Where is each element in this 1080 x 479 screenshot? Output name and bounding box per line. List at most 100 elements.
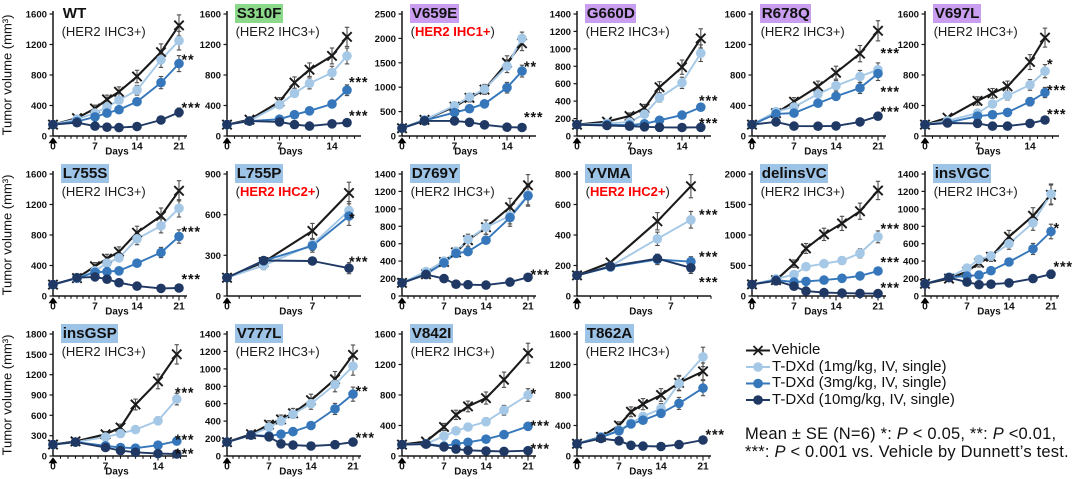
svg-text:14: 14 — [1024, 141, 1036, 152]
svg-text:1000: 1000 — [725, 231, 746, 242]
svg-text:21: 21 — [173, 301, 185, 312]
svg-text:14: 14 — [676, 141, 688, 152]
svg-text:7: 7 — [92, 141, 98, 152]
svg-text:Days: Days — [105, 307, 129, 318]
svg-text:14: 14 — [131, 141, 143, 152]
svg-text:7: 7 — [668, 301, 674, 312]
svg-text:Days: Days — [279, 147, 303, 158]
svg-text:0: 0 — [749, 301, 755, 312]
svg-text:0: 0 — [922, 141, 928, 152]
svg-text:2000: 2000 — [375, 34, 396, 45]
svg-text:0: 0 — [566, 132, 571, 143]
svg-text:0: 0 — [216, 292, 221, 303]
svg-text:0: 0 — [42, 452, 47, 463]
svg-text:Days: Days — [977, 307, 1001, 318]
svg-text:400: 400 — [31, 261, 47, 272]
svg-text:900: 900 — [205, 170, 221, 181]
svg-text:600: 600 — [555, 79, 571, 90]
svg-text:0: 0 — [391, 132, 396, 143]
svg-text:***: *** — [175, 447, 194, 463]
svg-text:1600: 1600 — [26, 170, 47, 181]
svg-text:800: 800 — [31, 231, 47, 242]
svg-text:600: 600 — [555, 200, 571, 211]
svg-text:0: 0 — [391, 452, 396, 463]
svg-text:***: *** — [1047, 83, 1066, 99]
svg-text:600: 600 — [205, 399, 221, 410]
svg-text:***: *** — [349, 75, 368, 91]
svg-text:1600: 1600 — [26, 10, 47, 21]
svg-text:Days: Days — [804, 307, 828, 318]
svg-text:***: *** — [531, 267, 550, 283]
svg-text:***: *** — [699, 207, 718, 223]
svg-text:14: 14 — [501, 141, 513, 152]
svg-text:800: 800 — [380, 222, 396, 233]
svg-text:800: 800 — [380, 391, 396, 402]
svg-text:21: 21 — [347, 461, 359, 472]
svg-text:***: *** — [531, 441, 550, 457]
svg-text:0: 0 — [741, 292, 746, 303]
svg-text:200: 200 — [380, 274, 396, 285]
svg-text:Days: Days — [279, 307, 303, 318]
svg-text:0: 0 — [399, 461, 405, 472]
svg-text:200: 200 — [555, 261, 571, 272]
svg-text:*: * — [531, 386, 537, 402]
svg-text:***: *** — [356, 431, 375, 447]
svg-text:200: 200 — [555, 114, 571, 125]
svg-text:800: 800 — [205, 71, 221, 82]
svg-text:300: 300 — [31, 431, 47, 442]
svg-text:2000: 2000 — [725, 170, 746, 181]
svg-text:7: 7 — [964, 301, 970, 312]
svg-text:21: 21 — [522, 301, 534, 312]
svg-text:Days: Days — [629, 467, 653, 478]
svg-text:0: 0 — [399, 301, 405, 312]
svg-text:***: *** — [706, 428, 725, 444]
svg-text:1000: 1000 — [375, 204, 396, 215]
svg-text:0: 0 — [216, 452, 221, 463]
svg-text:600: 600 — [903, 239, 919, 250]
svg-text:***: *** — [531, 418, 550, 434]
svg-text:7: 7 — [791, 301, 797, 312]
svg-text:1200: 1200 — [898, 187, 919, 198]
svg-text:0: 0 — [224, 141, 230, 152]
svg-text:800: 800 — [555, 391, 571, 402]
svg-text:**: ** — [182, 53, 195, 69]
svg-text:21: 21 — [872, 141, 884, 152]
svg-text:Tumor volume (mm³): Tumor volume (mm³) — [0, 15, 15, 136]
svg-text:400: 400 — [380, 421, 396, 432]
svg-text:14: 14 — [480, 461, 492, 472]
svg-text:***: *** — [699, 93, 718, 109]
svg-text:0: 0 — [574, 461, 580, 472]
svg-text:1500: 1500 — [375, 58, 396, 69]
svg-text:***: *** — [175, 386, 194, 402]
svg-text:1200: 1200 — [550, 27, 571, 38]
svg-text:800: 800 — [205, 382, 221, 393]
svg-text:400: 400 — [205, 101, 221, 112]
svg-text:1600: 1600 — [898, 10, 919, 21]
svg-text:Tumor volume (mm³): Tumor volume (mm³) — [0, 335, 15, 456]
svg-text:7: 7 — [452, 141, 458, 152]
svg-text:1000: 1000 — [200, 364, 221, 375]
svg-text:***: *** — [182, 101, 201, 117]
svg-text:**: ** — [356, 384, 369, 400]
svg-text:14: 14 — [830, 141, 842, 152]
svg-text:***: *** — [699, 275, 718, 291]
svg-text:Days: Days — [454, 467, 478, 478]
svg-text:Tumor volume (mm³): Tumor volume (mm³) — [0, 175, 15, 296]
svg-text:***: *** — [881, 255, 900, 271]
svg-text:21: 21 — [872, 301, 884, 312]
svg-text:***: *** — [699, 249, 718, 265]
svg-text:1600: 1600 — [200, 10, 221, 21]
svg-text:***: *** — [182, 272, 201, 288]
svg-text:1000: 1000 — [550, 44, 571, 55]
svg-text:***: *** — [1054, 260, 1073, 276]
svg-text:7: 7 — [791, 141, 797, 152]
svg-text:500: 500 — [380, 107, 396, 118]
svg-text:***: *** — [1047, 107, 1066, 123]
svg-text:***: *** — [881, 85, 900, 101]
svg-text:Days: Days — [105, 147, 129, 158]
svg-text:14: 14 — [152, 461, 164, 472]
svg-text:**: ** — [524, 59, 537, 75]
svg-text:1400: 1400 — [898, 170, 919, 181]
svg-text:1400: 1400 — [200, 330, 221, 341]
svg-text:*: * — [1047, 57, 1053, 73]
